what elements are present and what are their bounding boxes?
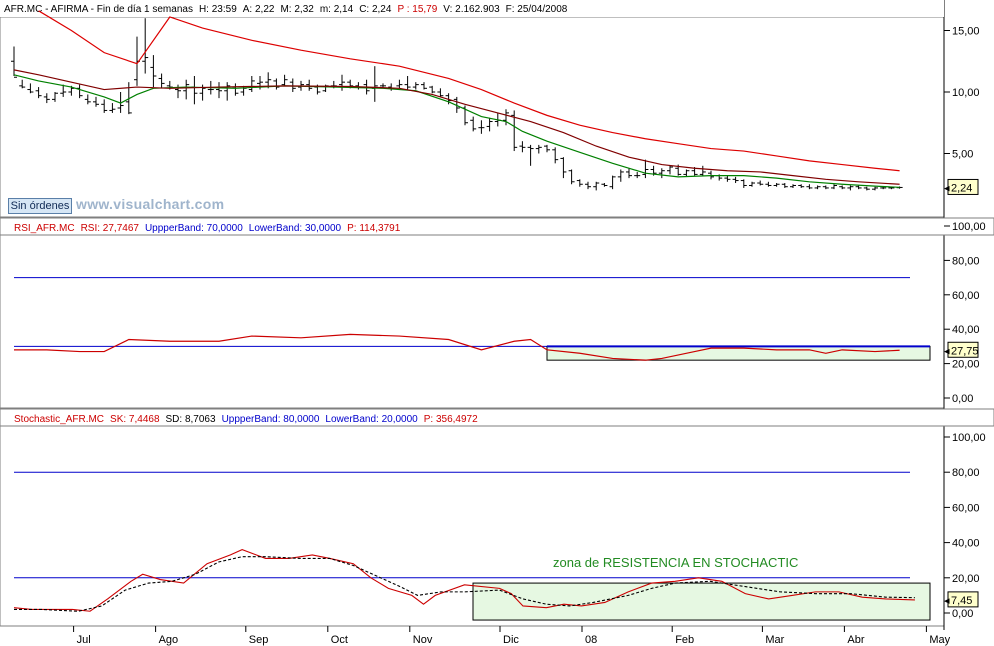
header-field: F: 25/04/2008 <box>506 4 568 15</box>
price-panel-frame <box>0 16 945 218</box>
price-header-strip <box>0 0 944 17</box>
moving-average-ma_fast <box>13 74 900 188</box>
x-tick-label: Feb <box>675 634 694 646</box>
x-tick-label: Sep <box>249 634 269 646</box>
header-field: A: 2,22 <box>243 4 275 15</box>
stoch-last-value-box <box>947 591 979 608</box>
stoch-tick-label: 40,00 <box>952 538 980 550</box>
stoch-tick-label: 0,00 <box>952 608 973 620</box>
stoch-zone <box>472 582 931 621</box>
rsi-plot <box>14 277 931 361</box>
header-field: P: 356,4972 <box>424 414 478 425</box>
rsi-tick-label: 60,00 <box>952 290 980 302</box>
x-tick-label: Mar <box>765 634 784 646</box>
header-field: AFR.MC - AFIRMA - Fin de día 1 semanas <box>4 4 193 15</box>
header-field: RSI_AFR.MC <box>14 223 75 234</box>
header-field: RSI: 27,7467 <box>81 223 140 234</box>
price-last-value: 2,24 <box>951 182 972 194</box>
moving-average-ma_mid <box>13 69 900 185</box>
stoch-tick-label: 100,00 <box>952 432 986 444</box>
stoch-tick-label: 60,00 <box>952 502 980 514</box>
rsi-tick-label: 0,00 <box>952 393 973 405</box>
header-field: M: 2,32 <box>280 4 314 15</box>
stoch-tick-label: 80,00 <box>952 467 980 479</box>
rsi-last-value-box <box>947 341 979 358</box>
header-field: UppperBand: 80,0000 <box>222 414 320 425</box>
price-last-value-box <box>947 178 979 195</box>
stoch-header: Stochastic_AFR.MC SK: 7,4468 SD: 8,7063 Upp… <box>14 414 478 425</box>
header-field: SD: 8,7063 <box>166 414 216 425</box>
x-tick-label: Nov <box>413 634 433 646</box>
rsi-tick-label: 40,00 <box>952 324 980 336</box>
rsi-tick-label: 100,00 <box>952 221 986 233</box>
rsi-y-axis: 100,00 80,00 60,00 40,00 20,00 0,00 27,75◂ <box>944 221 986 405</box>
header-field: m: 2,14 <box>320 4 354 15</box>
price-tick-label: 15,00 <box>952 26 980 38</box>
rsi-tick-label: 80,00 <box>952 255 980 267</box>
x-tick-label: Dic <box>503 634 519 646</box>
header-field: Stochastic_AFR.MC <box>14 414 104 425</box>
stoch-header-strip <box>0 408 994 427</box>
header-field: SK: 7,4468 <box>110 414 160 425</box>
x-axis: Jul Ago Sep Oct Nov Dic 08 Feb Mar Abr May <box>73 626 951 646</box>
stoch-sd-line <box>14 556 915 612</box>
watermark: www.visualchart.com <box>76 196 225 212</box>
x-tick-label: Oct <box>331 634 348 646</box>
stoch-y-axis: 100,00 80,00 60,00 40,00 20,00 0,007,45◂ <box>944 432 986 620</box>
header-field: LowerBand: 20,0000 <box>325 414 418 425</box>
x-tick-label: May <box>929 634 950 646</box>
price-last-marker: ◂ <box>944 182 950 194</box>
rsi-line <box>14 333 900 361</box>
header-field: LowerBand: 30,0000 <box>249 223 342 234</box>
x-tick-label: 08 <box>585 634 597 646</box>
rsi-last-marker: ◂ <box>944 345 950 357</box>
header-field: P: 114,3791 <box>347 223 401 234</box>
moving-average-ma_slow <box>38 10 900 172</box>
price-tick-label: 10,00 <box>952 87 980 99</box>
x-tick-label: Abr <box>847 634 864 646</box>
header-field: H: 23:59 <box>199 4 237 15</box>
rsi-tick-label: 20,00 <box>952 359 980 371</box>
stoch-last-value: 7,45 <box>951 595 972 607</box>
stoch-plot <box>13 471 931 621</box>
header-field: C: 2,24 <box>359 4 392 15</box>
rsi-header: RSI_AFR.MC RSI: 27,7467 UppperBand: 70,000… <box>14 223 401 234</box>
header-field: UppperBand: 70,0000 <box>145 223 243 234</box>
price-tick-label: 5,00 <box>952 149 973 161</box>
stoch-sk-line <box>13 549 915 612</box>
x-tick-label: Jul <box>77 634 91 646</box>
rsi-last-value: 27,75 <box>951 345 979 357</box>
price-header: AFR.MC - AFIRMA - Fin de día 1 semanas H:… <box>4 4 568 15</box>
price-plot <box>11 10 903 191</box>
price-y-axis: 15,00 10,00 5,00 2,24◂ <box>944 26 980 195</box>
x-tick-label: Ago <box>159 634 179 646</box>
stoch-last-marker: ◂ <box>944 595 950 607</box>
stoch-tick-label: 20,00 <box>952 573 980 585</box>
header-field: P : 15,79 <box>397 4 437 15</box>
axis-background <box>944 0 994 646</box>
rsi-panel-frame <box>0 234 945 409</box>
orders-button[interactable]: Sin órdenes <box>8 198 72 214</box>
stoch-annotation: zona de RESISTENCIA EN STOCHACTIC <box>553 555 798 570</box>
header-field: V: 2.162.903 <box>443 4 500 15</box>
rsi-header-strip <box>0 217 994 236</box>
